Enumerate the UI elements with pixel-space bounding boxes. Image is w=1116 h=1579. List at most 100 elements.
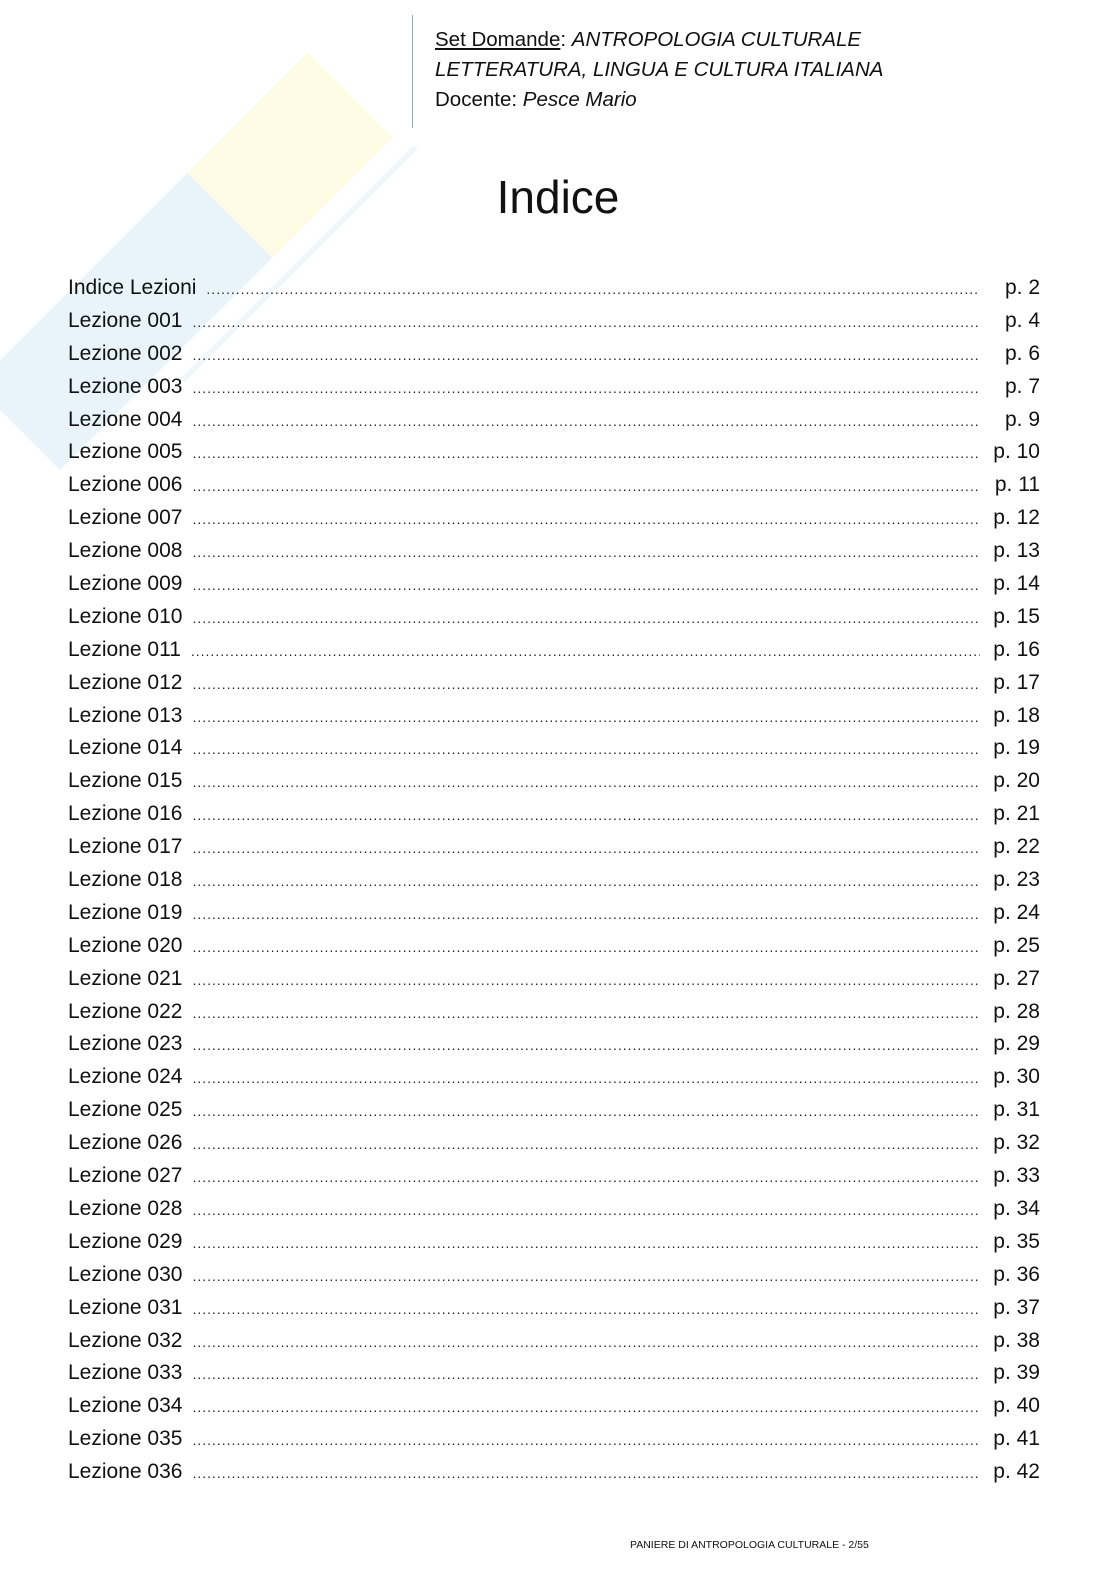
toc-entry-page: p. 18 (993, 703, 1040, 727)
toc-leader-dots (192, 1169, 980, 1185)
toc-entry-label: Lezione 028 (68, 1196, 183, 1220)
toc-entry-label: Lezione 014 (68, 736, 183, 760)
toc-entry[interactable]: Lezione 008 p. 13 (68, 539, 1040, 572)
toc-entry-label: Lezione 006 (68, 473, 183, 497)
toc-entry-page: p. 16 (993, 637, 1040, 661)
toc-entry[interactable]: Lezione 004 p. 9 (68, 408, 1040, 441)
toc-entry-label: Indice Lezioni (68, 276, 197, 299)
toc-entry-label: Lezione 001 (68, 308, 183, 332)
toc-entry-label: Lezione 021 (68, 966, 183, 990)
toc-entry[interactable]: Lezione 010 p. 15 (68, 605, 1040, 638)
toc-entry[interactable]: Lezione 030 p. 36 (68, 1263, 1040, 1296)
toc-leader-dots (192, 676, 980, 692)
toc-entry-page: p. 19 (993, 736, 1040, 760)
toc-entry-page: p. 23 (993, 868, 1040, 892)
toc-entry[interactable]: Lezione 022 p. 28 (68, 1000, 1040, 1033)
toc-entry[interactable]: Lezione 023 p. 29 (68, 1032, 1040, 1065)
toc-leader-dots (192, 1202, 980, 1218)
toc-entry-page: p. 42 (993, 1460, 1040, 1484)
toc-entry-page: p. 12 (993, 506, 1040, 530)
toc-leader-dots (192, 445, 980, 461)
toc-entry[interactable]: Lezione 003 p. 7 (68, 375, 1040, 408)
toc-entry-label: Lezione 032 (68, 1328, 183, 1352)
toc-entry-page: p. 27 (993, 966, 1040, 990)
toc-leader-dots (192, 314, 980, 330)
toc-entry[interactable]: Lezione 015 p. 20 (68, 769, 1040, 802)
toc-entry[interactable]: Lezione 013 p. 18 (68, 704, 1040, 737)
toc-entry-label: Lezione 011 (68, 637, 181, 661)
toc-entry[interactable]: Lezione 025 p. 31 (68, 1098, 1040, 1131)
toc-entry-page: p. 41 (993, 1427, 1040, 1451)
toc-entry[interactable]: Lezione 034 p. 40 (68, 1394, 1040, 1427)
toc-entry-label: Lezione 017 (68, 835, 183, 859)
toc-entry-page: p. 20 (993, 769, 1040, 793)
toc-leader-dots (192, 610, 980, 626)
toc-leader-dots (192, 709, 980, 725)
toc-entry-page: p. 21 (993, 802, 1040, 826)
toc-entry[interactable]: Lezione 009 p. 14 (68, 572, 1040, 605)
page-footer: PANIERE DI ANTROPOLOGIA CULTURALE - 2/55 (630, 1539, 869, 1551)
document-header: Set Domande: ANTROPOLOGIA CULTURALE LETT… (435, 28, 884, 111)
toc-entry[interactable]: Lezione 007 p. 12 (68, 506, 1040, 539)
toc-entry[interactable]: Lezione 028 p. 34 (68, 1197, 1040, 1230)
toc-entry-page: p. 24 (993, 900, 1040, 924)
toc-leader-dots (192, 774, 980, 790)
toc-leader-dots (192, 807, 980, 823)
toc-leader-dots (192, 1005, 980, 1021)
toc-entry[interactable]: Lezione 035 p. 41 (68, 1427, 1040, 1460)
toc-entry[interactable]: Lezione 019 p. 24 (68, 901, 1040, 934)
toc-leader-dots (192, 347, 980, 363)
toc-leader-dots (192, 840, 980, 856)
toc-entry[interactable]: Indice Lezioni p. 2 (68, 276, 1040, 309)
toc-entry[interactable]: Lezione 011 p. 16 (68, 638, 1040, 671)
toc-leader-dots (192, 1465, 980, 1481)
toc-entry-page: p. 17 (993, 670, 1040, 694)
toc-entry[interactable]: Lezione 012 p. 17 (68, 671, 1040, 704)
toc-leader-dots (192, 1136, 980, 1152)
toc-entry-page: p. 35 (993, 1229, 1040, 1253)
toc-entry-label: Lezione 035 (68, 1427, 183, 1451)
toc-entry-page: p. 13 (993, 539, 1040, 563)
toc-entry-label: Lezione 004 (68, 407, 183, 431)
toc-entry-page: p. 4 (1004, 308, 1040, 332)
toc-entry[interactable]: Lezione 031 p. 37 (68, 1296, 1040, 1329)
toc-entry[interactable]: Lezione 001 p. 4 (68, 309, 1040, 342)
toc-entry[interactable]: Lezione 002 p. 6 (68, 342, 1040, 375)
toc-entry-label: Lezione 008 (68, 539, 183, 563)
toc-entry-page: p. 38 (993, 1328, 1040, 1352)
toc-leader-dots (192, 1366, 980, 1382)
toc-leader-dots (192, 1103, 980, 1119)
toc-entry[interactable]: Lezione 016 p. 21 (68, 802, 1040, 835)
toc-entry-label: Lezione 024 (68, 1065, 183, 1089)
toc-entry-label: Lezione 029 (68, 1229, 183, 1253)
toc-entry[interactable]: Lezione 032 p. 38 (68, 1329, 1040, 1362)
toc-leader-dots (192, 972, 980, 988)
toc-entry-label: Lezione 025 (68, 1098, 183, 1122)
toc-entry[interactable]: Lezione 017 p. 22 (68, 835, 1040, 868)
toc-entry-page: p. 14 (993, 572, 1040, 596)
toc-entry[interactable]: Lezione 027 p. 33 (68, 1164, 1040, 1197)
toc-entry[interactable]: Lezione 036 p. 42 (68, 1460, 1040, 1493)
toc-entry-page: p. 31 (993, 1098, 1040, 1122)
header-divider (412, 15, 413, 128)
toc-entry-page: p. 34 (993, 1196, 1040, 1220)
toc-entry[interactable]: Lezione 026 p. 32 (68, 1131, 1040, 1164)
toc-leader-dots (192, 1399, 980, 1415)
toc-entry[interactable]: Lezione 021 p. 27 (68, 967, 1040, 1000)
toc-entry[interactable]: Lezione 006 p. 11 (68, 473, 1040, 506)
toc-entry-page: p. 11 (994, 473, 1040, 497)
toc-entry-label: Lezione 018 (68, 868, 183, 892)
toc-entry-page: p. 7 (1004, 374, 1040, 398)
toc-entry-label: Lezione 007 (68, 506, 183, 530)
toc-entry[interactable]: Lezione 033 p. 39 (68, 1361, 1040, 1394)
toc-entry[interactable]: Lezione 018 p. 23 (68, 868, 1040, 901)
toc-entry[interactable]: Lezione 024 p. 30 (68, 1065, 1040, 1098)
toc-entry[interactable]: Lezione 020 p. 25 (68, 934, 1040, 967)
toc-entry[interactable]: Lezione 005 p. 10 (68, 440, 1040, 473)
toc-entry[interactable]: Lezione 029 p. 35 (68, 1230, 1040, 1263)
toc-leader-dots (192, 939, 980, 955)
course-name-2: LETTERATURA, LINGUA E CULTURA ITALIANA (435, 58, 884, 81)
toc-entry-page: p. 40 (993, 1394, 1040, 1418)
toc-entry[interactable]: Lezione 014 p. 19 (68, 736, 1040, 769)
